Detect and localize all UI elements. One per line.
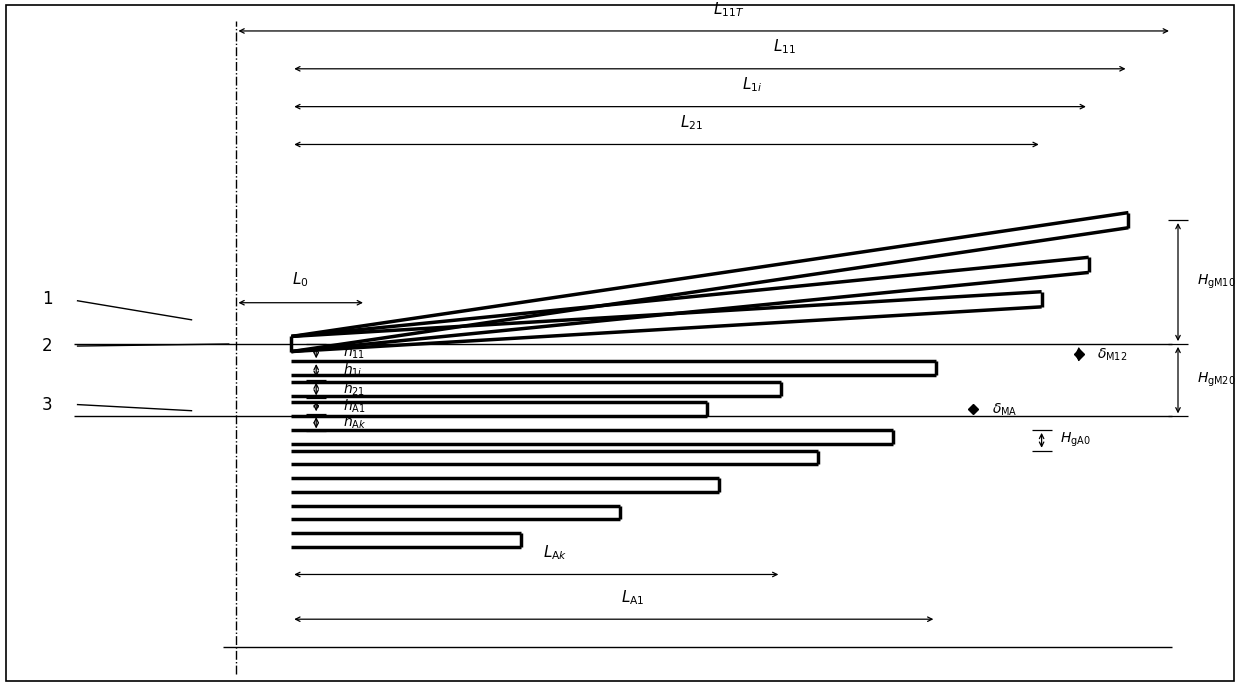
Text: $\delta_{\mathrm{MA}}$: $\delta_{\mathrm{MA}}$ [992,401,1018,418]
Text: $L_{\mathrm{A}1}$: $L_{\mathrm{A}1}$ [621,588,644,607]
Text: $H_{\mathrm{gM10}}$: $H_{\mathrm{gM10}}$ [1197,273,1235,291]
Text: $L_{21}$: $L_{21}$ [680,114,703,132]
Text: 1: 1 [42,290,52,308]
Text: $h_{\mathrm{A}1}$: $h_{\mathrm{A}1}$ [343,398,366,415]
Text: $L_{11}$: $L_{11}$ [773,38,796,56]
Text: $H_{\mathrm{gM20}}$: $H_{\mathrm{gM20}}$ [1197,371,1235,389]
Text: $L_{\mathrm{A}k}$: $L_{\mathrm{A}k}$ [543,544,567,562]
Text: $L_{1i}$: $L_{1i}$ [742,76,763,94]
Text: $h_{21}$: $h_{21}$ [343,380,366,398]
Text: $L_{11T}$: $L_{11T}$ [713,0,744,19]
Text: $H_{\mathrm{gA0}}$: $H_{\mathrm{gA0}}$ [1060,431,1091,449]
Text: 2: 2 [42,337,52,355]
Text: $h_{1i}$: $h_{1i}$ [343,362,363,379]
Text: 3: 3 [42,396,52,413]
Text: $h_{\mathrm{A}k}$: $h_{\mathrm{A}k}$ [343,414,367,431]
Text: $L_0$: $L_0$ [293,270,309,289]
Text: $h_{11}$: $h_{11}$ [343,344,366,361]
Text: $\delta_{\mathrm{M12}}$: $\delta_{\mathrm{M12}}$ [1097,346,1127,363]
